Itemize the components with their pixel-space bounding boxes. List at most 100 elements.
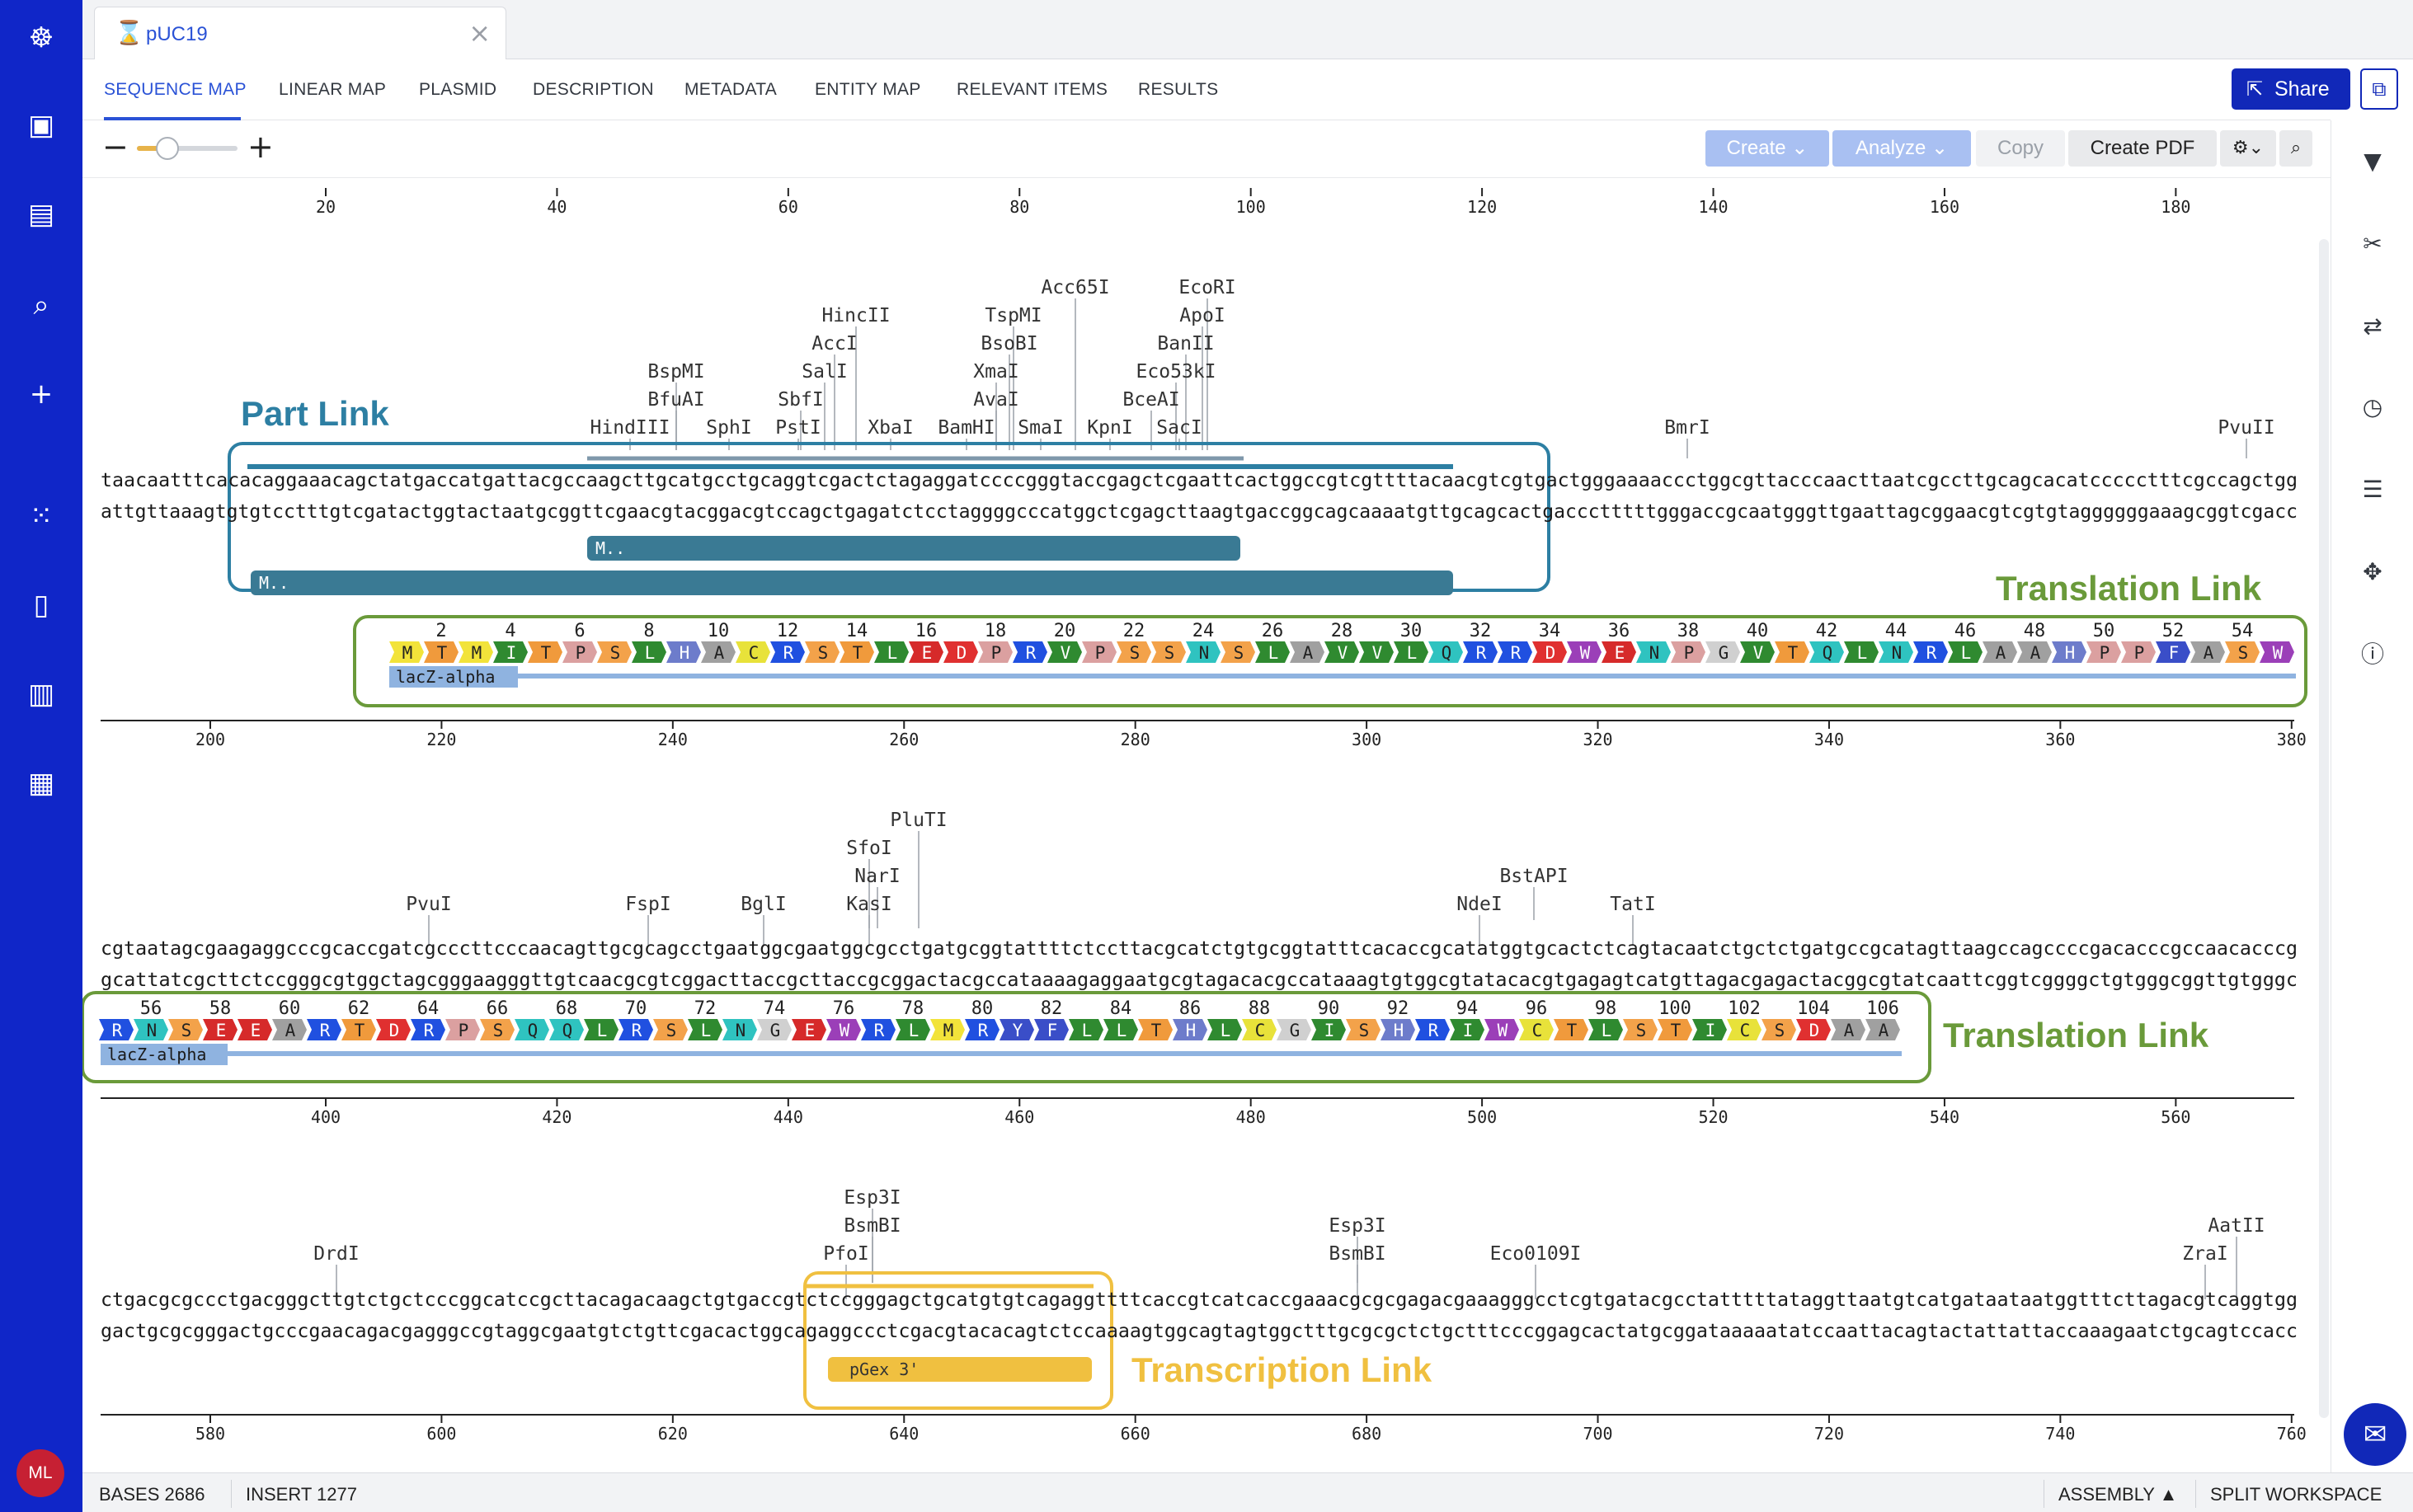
amino-acid-letter: P xyxy=(1095,643,1106,663)
bar-chart-icon[interactable]: ▥ xyxy=(27,678,55,711)
bookmark-icon[interactable]: ▼ xyxy=(2364,148,2382,175)
create-pdf-button[interactable]: Create PDF xyxy=(2068,130,2217,167)
tab-results[interactable]: RESULTS xyxy=(1138,80,1219,99)
plus-icon[interactable]: + xyxy=(29,378,54,411)
tab-entity-map[interactable]: ENTITY MAP xyxy=(815,80,921,99)
tab-plasmid[interactable]: PLASMID xyxy=(419,80,497,99)
history-icon[interactable]: ◷ xyxy=(2362,393,2383,420)
zoom-out-button[interactable]: − xyxy=(102,129,129,165)
amino-acid-cell xyxy=(1567,641,1602,663)
transcription-link-box xyxy=(803,1271,1113,1410)
amino-acid-cell xyxy=(168,1019,203,1040)
zoom-in-button[interactable]: + xyxy=(247,129,274,165)
camera-icon[interactable]: ▦ xyxy=(27,767,55,800)
swap-icon[interactable]: ⇄ xyxy=(2363,312,2382,340)
amino-acid-cell xyxy=(930,1019,965,1040)
user-avatar[interactable]: ML xyxy=(16,1449,64,1497)
enzyme-label: BsmBI xyxy=(1329,1243,1385,1265)
ruler-tick-label: 640 xyxy=(889,1424,919,1444)
ruler-tick-label: 320 xyxy=(1583,730,1612,749)
amino-acid-cell xyxy=(632,641,666,663)
copy-button[interactable]: Copy xyxy=(1976,130,2065,167)
enzyme-label: SmaI xyxy=(1018,417,1063,439)
document-tab[interactable]: ⌛ pUC19 × xyxy=(94,7,506,59)
sequence-map-svg[interactable]: 20 40 60 80 100 120 140 160 180 Acc65I EcoRI HincII… xyxy=(82,178,2331,1472)
assembly-toggle[interactable]: ASSEMBLY ▲ xyxy=(2058,1484,2178,1505)
amino-acid-cell xyxy=(722,1019,757,1040)
translation-label-bg xyxy=(389,666,518,688)
enzyme-label: Acc65I xyxy=(1041,277,1109,298)
move-icon[interactable]: ✥ xyxy=(2363,558,2382,585)
amino-acid-letter: A xyxy=(2030,643,2041,663)
amino-acid-letter: V xyxy=(1338,643,1348,663)
apps-grid-icon[interactable]: ⁙ xyxy=(29,500,54,533)
amino-acid-cell xyxy=(1727,1019,1762,1040)
amino-acid-letter: I xyxy=(1463,1021,1474,1040)
amino-acid-cell xyxy=(1013,641,1047,663)
amino-acid-cell xyxy=(424,641,459,663)
amino-acid-cell xyxy=(1983,641,2017,663)
vertical-scrollbar[interactable] xyxy=(2319,239,2329,1418)
amino-acid-letter: R xyxy=(1026,643,1037,663)
ruler-tick-label: 340 xyxy=(1814,730,1844,749)
amino-acid-cell xyxy=(619,1019,653,1040)
search-sequence-button[interactable]: ⌕ xyxy=(2279,130,2312,167)
amino-acid-cell xyxy=(480,1019,515,1040)
amino-acid-number: 96 xyxy=(1526,998,1548,1019)
notebook-icon[interactable]: ▯ xyxy=(33,589,49,622)
amino-acid-letter: Q xyxy=(528,1021,539,1040)
share-label: Share xyxy=(2274,77,2330,101)
search-icon[interactable]: ⌕ xyxy=(33,289,49,322)
amino-acid-number: 58 xyxy=(209,998,232,1019)
amino-acid-cell xyxy=(203,1019,238,1040)
split-workspace-button[interactable]: SPLIT WORKSPACE xyxy=(2210,1484,2382,1505)
zoom-slider[interactable] xyxy=(137,137,238,160)
settings-dropdown[interactable]: ⚙⌄ xyxy=(2220,130,2276,167)
scissors-icon[interactable]: ✂ xyxy=(2363,230,2382,257)
amino-acid-letter: L xyxy=(1117,1021,1127,1040)
ruler-tick-label: 60 xyxy=(778,197,798,217)
chat-button[interactable]: ✉ xyxy=(2344,1403,2406,1466)
amino-acid-number: 48 xyxy=(2024,621,2046,641)
amino-acid-cell xyxy=(2086,641,2121,663)
amino-acid-cell xyxy=(805,641,840,663)
enzyme-label: BmrI xyxy=(1664,417,1710,439)
amino-acid-letter: L xyxy=(909,1021,920,1040)
briefcase-icon[interactable]: ▣ xyxy=(27,109,55,142)
amino-acid-cell xyxy=(1082,641,1117,663)
amino-acid-cell xyxy=(2190,641,2225,663)
tab-linear-map[interactable]: LINEAR MAP xyxy=(279,80,387,99)
amino-acid-cell xyxy=(1359,641,1394,663)
amino-acid-number: 60 xyxy=(279,998,301,1019)
amino-acid-cell xyxy=(411,1019,445,1040)
ruler-tick-label: 560 xyxy=(2161,1107,2190,1127)
enzyme-label: AatII xyxy=(2208,1215,2265,1237)
bases-count: BASES 2686 xyxy=(99,1484,205,1505)
zoom-slider-thumb[interactable] xyxy=(155,137,179,160)
share-button[interactable]: ⇱ Share xyxy=(2232,68,2350,110)
analyze-dropdown[interactable]: Analyze ⌄ xyxy=(1832,130,1971,167)
amino-acid-cell xyxy=(1034,1019,1069,1040)
amino-acid-letter: S xyxy=(1234,643,1244,663)
close-icon[interactable]: × xyxy=(468,17,491,49)
book-icon[interactable]: ▤ xyxy=(27,198,55,231)
tab-relevant-items[interactable]: RELEVANT ITEMS xyxy=(957,80,1108,99)
info-icon[interactable]: ⓘ xyxy=(2360,641,2384,668)
amino-acid-cell xyxy=(549,1019,584,1040)
list-icon[interactable]: ☰ xyxy=(2362,476,2383,503)
sequence-map[interactable]: 20 40 60 80 100 120 140 160 180 Acc65I EcoRI HincII… xyxy=(82,178,2331,1472)
amino-acid-cell xyxy=(770,641,805,663)
amino-acid-letter: S xyxy=(610,643,621,663)
copy-link-button[interactable]: ⧉ xyxy=(2360,68,2398,110)
logo-icon[interactable]: ☸ xyxy=(28,21,54,54)
amino-acid-number: 80 xyxy=(971,998,994,1019)
tab-sequence-map[interactable]: SEQUENCE MAP xyxy=(104,80,247,99)
tab-description[interactable]: DESCRIPTION xyxy=(533,80,654,99)
amino-acid-letter: L xyxy=(597,1021,608,1040)
tab-metadata[interactable]: METADATA xyxy=(684,80,778,99)
enzyme-label: BamHI xyxy=(938,417,995,439)
amino-acid-number: 30 xyxy=(1400,621,1423,641)
create-dropdown[interactable]: Create ⌄ xyxy=(1705,130,1829,167)
ruler-tick-label: 180 xyxy=(2161,197,2190,217)
amino-acid-cell xyxy=(134,1019,168,1040)
